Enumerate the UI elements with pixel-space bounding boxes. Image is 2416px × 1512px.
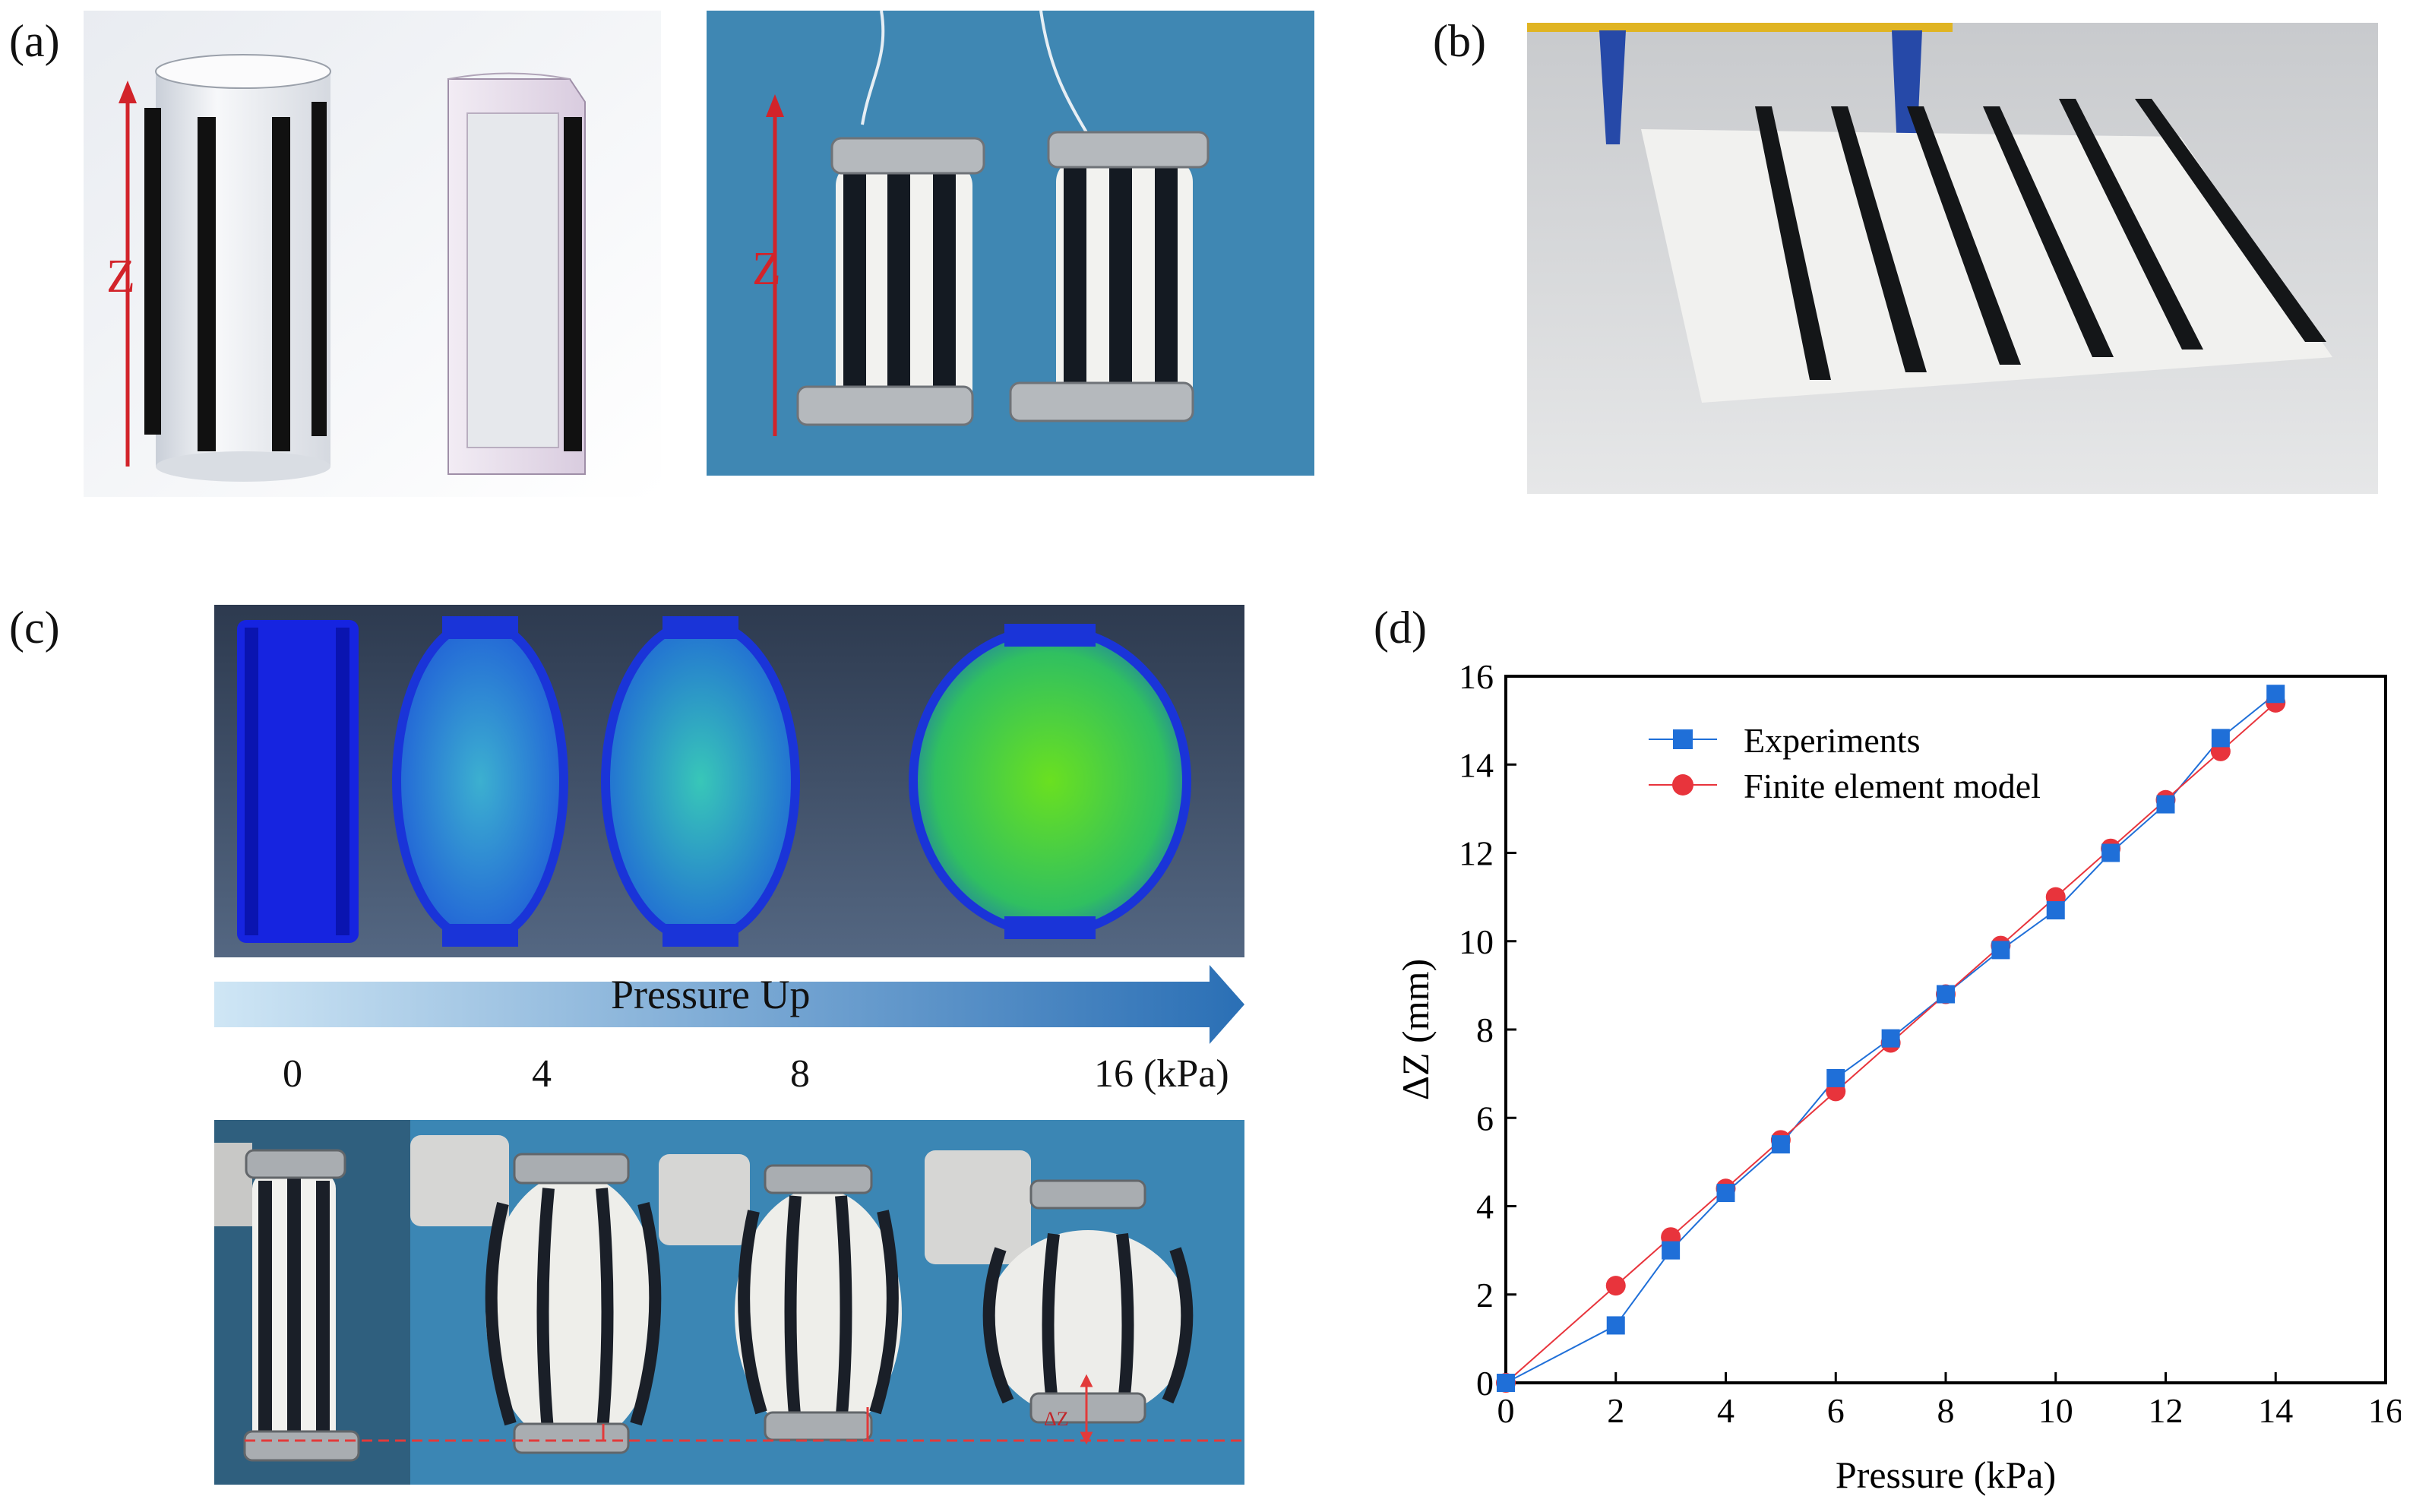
printed-filaments — [1755, 99, 2326, 380]
data-point-experiments — [1937, 985, 1955, 1004]
panel-b-label: (b) — [1433, 16, 1486, 66]
y-axis-label: ΔZ (mm) — [1398, 959, 1437, 1100]
x-tick-label: 6 — [1827, 1391, 1845, 1430]
photo-state-0 — [214, 1143, 360, 1462]
legend: Experiments Finite element model — [1649, 721, 2041, 805]
panel-c-label: (c) — [9, 603, 60, 653]
series-line-fem — [1505, 702, 2276, 1384]
x-tick-label: 10 — [2038, 1391, 2073, 1430]
legend-marker-fem — [1672, 774, 1693, 796]
photo-state-4 — [410, 1135, 662, 1454]
pressure-label-4: 4 — [532, 1052, 552, 1096]
data-point-experiments — [1662, 1241, 1681, 1260]
y-tick-label: 6 — [1476, 1099, 1494, 1137]
cad-half-cylinder — [447, 72, 586, 475]
pressure-label-8: 8 — [790, 1052, 810, 1096]
data-point-experiments — [2046, 901, 2065, 920]
panel-b-printing-photo — [1527, 23, 2378, 494]
legend-label-experiments: Experiments — [1744, 721, 1921, 760]
y-tick-label: 2 — [1476, 1276, 1494, 1314]
y-tick-label: 4 — [1476, 1188, 1494, 1226]
x-tick-label: 14 — [2258, 1391, 2293, 1430]
x-tick-label: 0 — [1497, 1391, 1515, 1430]
legend-label-fem: Finite element model — [1744, 767, 2041, 805]
panel-a-photo: Z — [707, 11, 1314, 476]
photo-state-8 — [659, 1154, 902, 1441]
fem-state-8 — [601, 616, 800, 947]
cad-z-axis-arrow — [119, 81, 137, 467]
panel-a-cad-render: Z — [84, 11, 661, 497]
y-tick-label: 10 — [1459, 922, 1494, 961]
y-tick-label: 12 — [1459, 834, 1494, 873]
dz-markers — [602, 1374, 1093, 1445]
data-point-experiments — [1716, 1184, 1735, 1203]
data-point-experiments — [2266, 685, 2285, 704]
legend-marker-experiments — [1673, 729, 1693, 749]
cad-full-cylinder — [144, 54, 331, 482]
photo-actuator-right — [1009, 131, 1210, 422]
pressure-label-0: 0 — [283, 1052, 302, 1096]
cad-z-axis-label: Z — [106, 251, 135, 302]
data-point-experiments — [1991, 941, 2010, 960]
pressure-label-16: 16 (kPa) — [1094, 1052, 1229, 1096]
data-point-experiments — [1771, 1135, 1790, 1154]
dz-label: ΔZ — [1044, 1408, 1069, 1430]
fem-state-4 — [392, 616, 568, 947]
data-point-experiments — [1826, 1068, 1845, 1087]
y-tick-label: 16 — [1459, 657, 1494, 696]
y-tick-label: 14 — [1459, 745, 1494, 784]
pressure-up-arrow — [214, 965, 1244, 1044]
panel-c-fem-strip — [214, 605, 1244, 957]
photo-state-16 — [925, 1150, 1194, 1424]
data-point-experiments — [2211, 729, 2230, 748]
x-tick-label: 12 — [2149, 1391, 2184, 1430]
panel-d-label: (d) — [1374, 603, 1427, 653]
data-point-experiments — [1606, 1316, 1625, 1335]
x-tick-label: 2 — [1607, 1391, 1624, 1430]
panel-a-label: (a) — [9, 16, 60, 66]
panel-d-chart: 0 2 4 6 8 10 12 14 16 0 2 4 6 8 10 12 14 16 Pressure (kP… — [1398, 657, 2401, 1496]
data-point-experiments — [1497, 1374, 1515, 1392]
data-point-experiments — [1881, 1029, 1900, 1048]
x-axis-label: Pressure (kPa) — [1836, 1453, 2056, 1496]
photo-actuator-left — [796, 137, 985, 426]
photo-z-axis-arrow — [766, 94, 784, 436]
data-point-fem — [1605, 1276, 1626, 1296]
x-tick-label: 8 — [1937, 1391, 1955, 1430]
data-point-experiments — [2101, 843, 2120, 862]
y-tick-label: 0 — [1476, 1364, 1494, 1403]
data-point-experiments — [2156, 795, 2175, 814]
x-tick-label: 4 — [1717, 1391, 1735, 1430]
panel-c-photo-strip: ΔZ — [214, 1120, 1244, 1485]
pressure-up-label: Pressure Up — [611, 972, 811, 1017]
y-tick-label: 8 — [1476, 1011, 1494, 1049]
photo-z-axis-label: Z — [752, 243, 781, 295]
fem-state-16 — [909, 624, 1191, 939]
fem-state-0 — [237, 620, 359, 943]
x-tick-label: 16 — [2368, 1391, 2401, 1430]
